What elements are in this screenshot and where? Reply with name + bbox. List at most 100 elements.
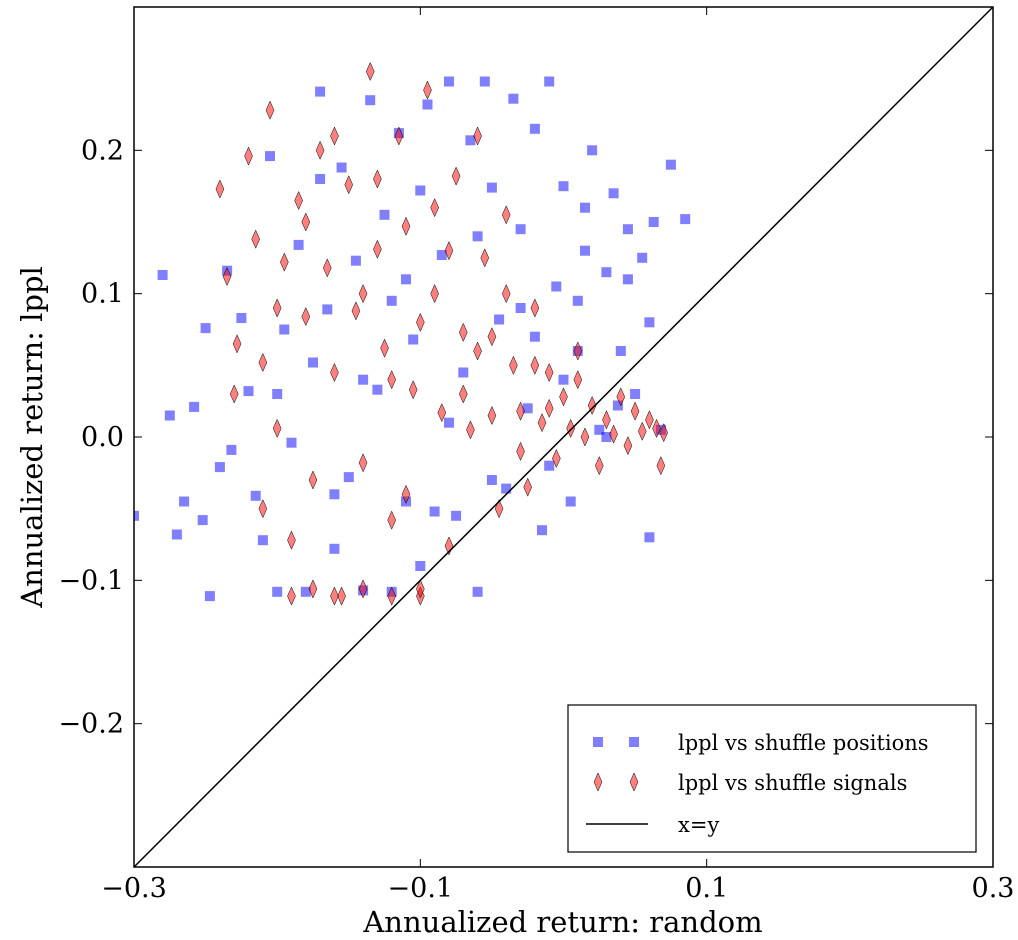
square-point [265,151,275,162]
diamond-point [602,410,611,430]
diamond-point [387,370,396,390]
square-point [501,483,512,494]
square-point [257,535,268,546]
square-point [444,417,454,428]
square-point [529,331,540,342]
square-point [515,303,526,313]
legend-diamond-marker [629,772,639,792]
diamond-point [501,284,511,304]
square-point [458,367,469,378]
diamond-point [351,301,361,321]
diamond-point [473,341,482,361]
square-point [226,444,237,455]
diamond-point [430,284,439,304]
diamond-point [416,579,425,599]
diamond-point [437,403,447,423]
square-point [415,561,426,571]
square-point [379,209,390,220]
square-point [365,95,376,106]
diamond-point [516,401,525,421]
square-point [197,515,208,526]
diamond-point [272,418,282,439]
square-point [544,460,555,471]
diamond-point [459,322,468,342]
square-point [558,374,569,385]
square-point [329,543,340,554]
diamond-point [258,352,268,373]
diamond-point [416,312,425,332]
square-point [422,99,433,110]
diamond-point [473,126,482,146]
diamond-point [323,258,332,278]
diamond-point [251,229,260,249]
diamond-point [244,146,253,166]
legend-label-x-equals-y: x=y [678,813,719,837]
square-point [157,270,168,280]
square-point [350,255,361,266]
diamond-point [573,341,583,361]
square-point [272,586,283,597]
diamond-point [358,284,368,304]
diamond-point [394,126,404,146]
square-point [358,374,369,385]
square-point [608,188,619,199]
identity-line [134,7,993,867]
x-tick-label: −0.1 [388,873,454,904]
square-point [322,304,333,315]
square-point [286,437,297,448]
square-point [594,424,605,435]
diamond-point [358,579,368,599]
diamond-point [232,334,242,354]
diamond-point [652,418,661,439]
square-point [134,510,139,521]
square-point [615,346,626,356]
square-point [171,529,182,540]
square-point [436,250,447,260]
diamond-point [430,198,439,218]
square-point [572,295,583,306]
diamond-point [656,456,666,476]
diamond-point [487,405,497,426]
diamond-point [645,410,654,430]
diamond-point [509,355,518,375]
diamond-point [573,370,583,390]
diamond-point [530,355,540,375]
legend-diamond-marker [593,772,603,792]
data-marks [134,7,993,867]
diamond-point [609,424,618,444]
diamond-point [308,579,318,599]
diamond-point [559,387,568,407]
square-point [329,489,340,500]
square-point [272,389,283,399]
diamond-point [337,586,346,606]
y-tick-label: −0.2 [58,709,124,740]
square-point [343,472,354,483]
diamond-point [330,126,339,146]
square-point [537,525,547,536]
diamond-point [287,586,296,606]
legend: lppl vs shuffle positions lppl vs shuffl… [567,704,977,853]
square-point [637,252,648,263]
x-tick-label: −0.3 [101,873,167,904]
square-point [622,224,633,235]
square-point [515,224,526,235]
diamond-point [265,100,275,120]
diamond-point [287,530,296,550]
x-axis-label: Annualized return: random [362,905,762,939]
square-point [429,506,440,517]
legend-label-shuffle-positions: lppl vs shuffle positions [678,731,929,755]
diamond-point [401,484,411,504]
square-point [214,462,225,473]
diamond-point [387,586,396,606]
diamond-point [258,499,268,519]
square-point [522,403,533,414]
legend-label-shuffle-signals: lppl vs shuffle signals [678,771,907,795]
x-tick-label: 0.1 [685,873,728,904]
diamond-point [616,387,626,407]
y-tick-label: 0.2 [81,135,124,166]
square-point [451,510,462,521]
diamond-point [401,216,411,236]
diamond-point [537,413,547,433]
diamond-point [294,190,303,211]
